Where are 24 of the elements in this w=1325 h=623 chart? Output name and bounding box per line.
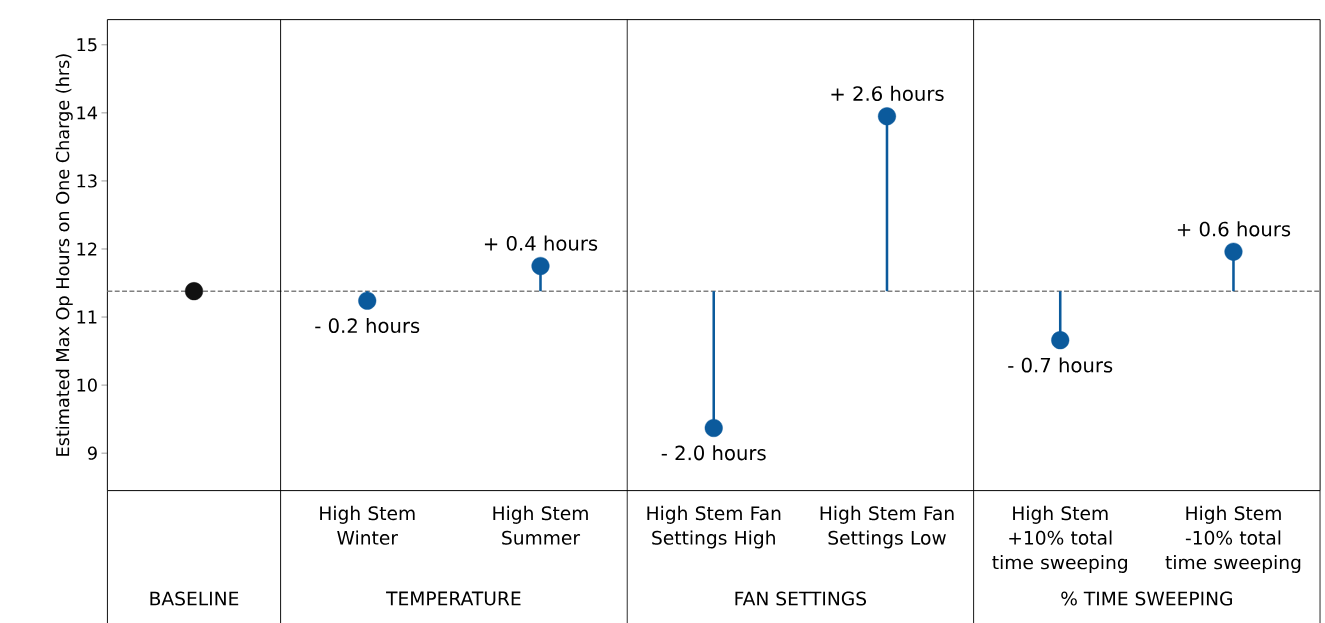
y-tick-label: 15 xyxy=(77,38,97,52)
text: % TIME SWEEPING xyxy=(1061,591,1232,606)
x-tick-label: High Stem +10% total time sweeping xyxy=(992,505,1127,573)
x-tick-label: High Stem Fan Settings High xyxy=(647,505,781,549)
annotation: + 0.4 hours xyxy=(484,235,598,251)
y-tick-label: 11 xyxy=(77,310,97,324)
x-tick-label: High Stem Winter xyxy=(320,505,415,545)
text: FAN SETTINGS xyxy=(735,591,867,606)
text: BASELINE xyxy=(150,591,239,606)
y-tick-label: 10 xyxy=(77,378,97,392)
annotation: + 0.6 hours xyxy=(1177,221,1291,237)
y-tick-label: 14 xyxy=(77,106,98,120)
text: TEMPERATURE xyxy=(386,591,521,606)
x-tick-label: High Stem Summer xyxy=(493,505,588,545)
annotation: - 2.0 hours xyxy=(661,445,766,461)
y-tick-label: 9 xyxy=(87,446,97,460)
annotation: + 2.6 hours xyxy=(831,85,944,101)
y-tick-label: 12 xyxy=(77,242,97,256)
annotation: - 0.2 hours xyxy=(315,317,420,334)
y-axis-title: Estimated Max Op Hours on One Charge (hrs) xyxy=(55,54,73,456)
y-tick-label: 13 xyxy=(77,174,97,188)
x-tick-label: High Stem Fan Settings Low xyxy=(820,505,954,549)
annotation: - 0.7 hours xyxy=(1008,357,1113,373)
x-tick-label: High Stem -10% total time sweeping xyxy=(1165,505,1301,573)
